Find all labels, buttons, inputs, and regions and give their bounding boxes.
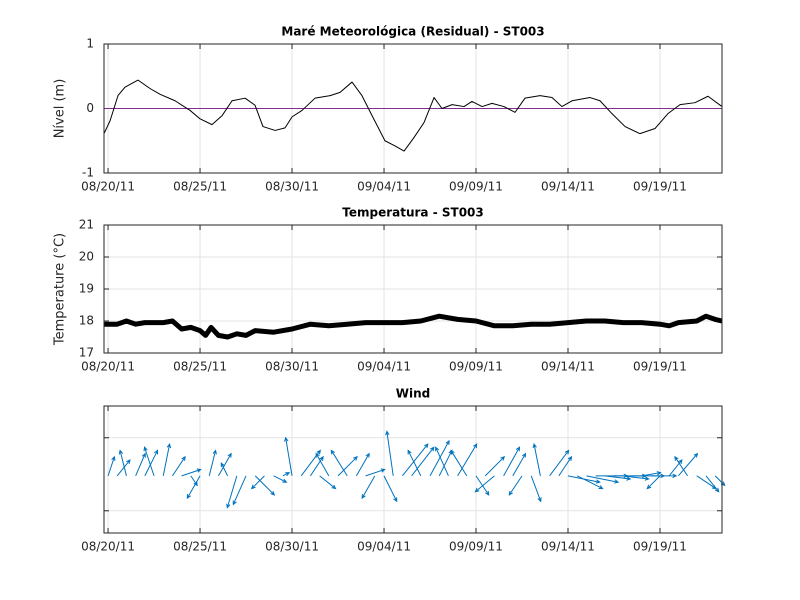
wind-arrow xyxy=(208,449,217,476)
wind-arrow xyxy=(144,449,159,477)
wind-arrow xyxy=(604,475,632,481)
wind-arrow xyxy=(181,468,202,477)
wind-arrow xyxy=(186,475,201,500)
x-tick-label: 09/09/11 xyxy=(449,180,503,194)
x-tick-label: 09/04/11 xyxy=(357,540,411,554)
y-axis-label: Temperature (°C) xyxy=(53,233,68,346)
axes-box xyxy=(103,405,723,534)
wind-arrow xyxy=(273,475,288,483)
wind-arrow xyxy=(457,443,478,477)
x-tick-label: 08/25/11 xyxy=(173,540,227,554)
wind-arrow xyxy=(116,459,131,477)
wind-arrow xyxy=(385,430,394,476)
wind-arrow xyxy=(705,475,720,493)
y-tick-label: 20 xyxy=(79,250,94,264)
wind-arrow xyxy=(411,446,435,477)
x-tick-label: 08/25/11 xyxy=(173,180,227,194)
wind-arrow xyxy=(118,449,127,476)
wind-arrow xyxy=(361,475,376,500)
x-tick-label: 09/09/11 xyxy=(449,360,503,374)
wind-arrow xyxy=(474,475,495,493)
wind-arrow xyxy=(576,475,604,490)
wind-arrow xyxy=(512,452,527,477)
plot-area xyxy=(104,406,722,533)
y-axis-label: Nível (m) xyxy=(53,79,68,139)
data-line xyxy=(104,313,723,340)
wind-arrow xyxy=(365,468,386,477)
wind-arrow xyxy=(668,459,683,477)
wind-arrow xyxy=(586,475,620,484)
wind-arrow xyxy=(530,475,542,503)
wind-arrow xyxy=(162,442,172,476)
wind-arrow xyxy=(549,449,570,477)
wind-arrow xyxy=(232,475,247,506)
x-tick-label: 09/19/11 xyxy=(633,360,687,374)
x-tick-label: 08/20/11 xyxy=(81,360,135,374)
y-tick-label: 1 xyxy=(86,37,94,51)
x-tick-label: 09/14/11 xyxy=(541,540,595,554)
y-tick-label: 0 xyxy=(86,101,94,115)
x-tick-label: 08/30/11 xyxy=(265,180,319,194)
wind-arrow xyxy=(450,449,468,477)
x-tick-label: 09/19/11 xyxy=(633,180,687,194)
wind-arrow xyxy=(143,446,155,477)
wind-arrow xyxy=(284,436,293,476)
wind-arrow xyxy=(330,449,348,477)
axes-box xyxy=(103,43,723,174)
x-tick-label: 09/19/11 xyxy=(633,540,687,554)
wind-arrow xyxy=(650,473,678,479)
wind-arrow xyxy=(254,475,276,496)
wind-arrow xyxy=(107,455,116,477)
wind-arrow xyxy=(315,452,330,477)
wind-arrow xyxy=(220,462,229,477)
wind-arrow xyxy=(508,475,523,496)
x-tick-label: 08/30/11 xyxy=(265,360,319,374)
wind-arrow xyxy=(172,455,186,477)
x-tick-label: 09/09/11 xyxy=(449,540,503,554)
data-line xyxy=(103,79,723,152)
wind-arrow xyxy=(282,472,291,477)
axes-box xyxy=(103,224,723,354)
wind-arrow xyxy=(484,455,506,477)
wind-arrow xyxy=(135,452,146,477)
wind-arrow xyxy=(383,475,398,503)
y-tick-label: -1 xyxy=(82,166,94,180)
x-tick-label: 09/04/11 xyxy=(357,360,411,374)
wind-arrow xyxy=(674,455,689,477)
wind-arrow xyxy=(218,452,232,477)
y-tick-label: 17 xyxy=(79,346,94,360)
y-tick-label: 19 xyxy=(79,282,94,296)
wind-arrow xyxy=(558,455,573,477)
wind-arrow xyxy=(250,475,265,490)
wind-arrow xyxy=(438,449,453,477)
wind-arrow xyxy=(407,449,422,477)
x-tick-label: 09/04/11 xyxy=(357,180,411,194)
chart-title: Wind xyxy=(396,387,430,401)
x-tick-label: 08/30/11 xyxy=(265,540,319,554)
wind-arrow xyxy=(319,475,337,490)
wind-arrow xyxy=(337,455,358,477)
wind-arrow xyxy=(641,471,662,477)
wind-arrow xyxy=(226,475,238,509)
chart-title: Temperatura - ST003 xyxy=(342,206,484,220)
y-tick-label: 18 xyxy=(79,314,94,328)
wind-arrow xyxy=(429,439,450,477)
wind-arrow xyxy=(623,475,650,481)
chart-title: Maré Meteorológica (Residual) - ST003 xyxy=(281,25,544,39)
x-tick-label: 08/20/11 xyxy=(81,180,135,194)
wind-arrow xyxy=(435,446,449,477)
wind-arrow xyxy=(503,446,521,477)
x-tick-label: 08/20/11 xyxy=(81,540,135,554)
wind-arrow xyxy=(646,475,661,490)
wind-arrow xyxy=(310,455,324,477)
wind-arrow xyxy=(678,452,699,477)
wind-arrow xyxy=(355,452,370,477)
y-tick-label: 21 xyxy=(79,218,94,232)
wind-arrow xyxy=(402,443,429,477)
x-tick-label: 09/14/11 xyxy=(541,360,595,374)
x-tick-label: 09/14/11 xyxy=(541,180,595,194)
x-tick-label: 08/25/11 xyxy=(173,360,227,374)
wind-arrow xyxy=(532,442,541,476)
